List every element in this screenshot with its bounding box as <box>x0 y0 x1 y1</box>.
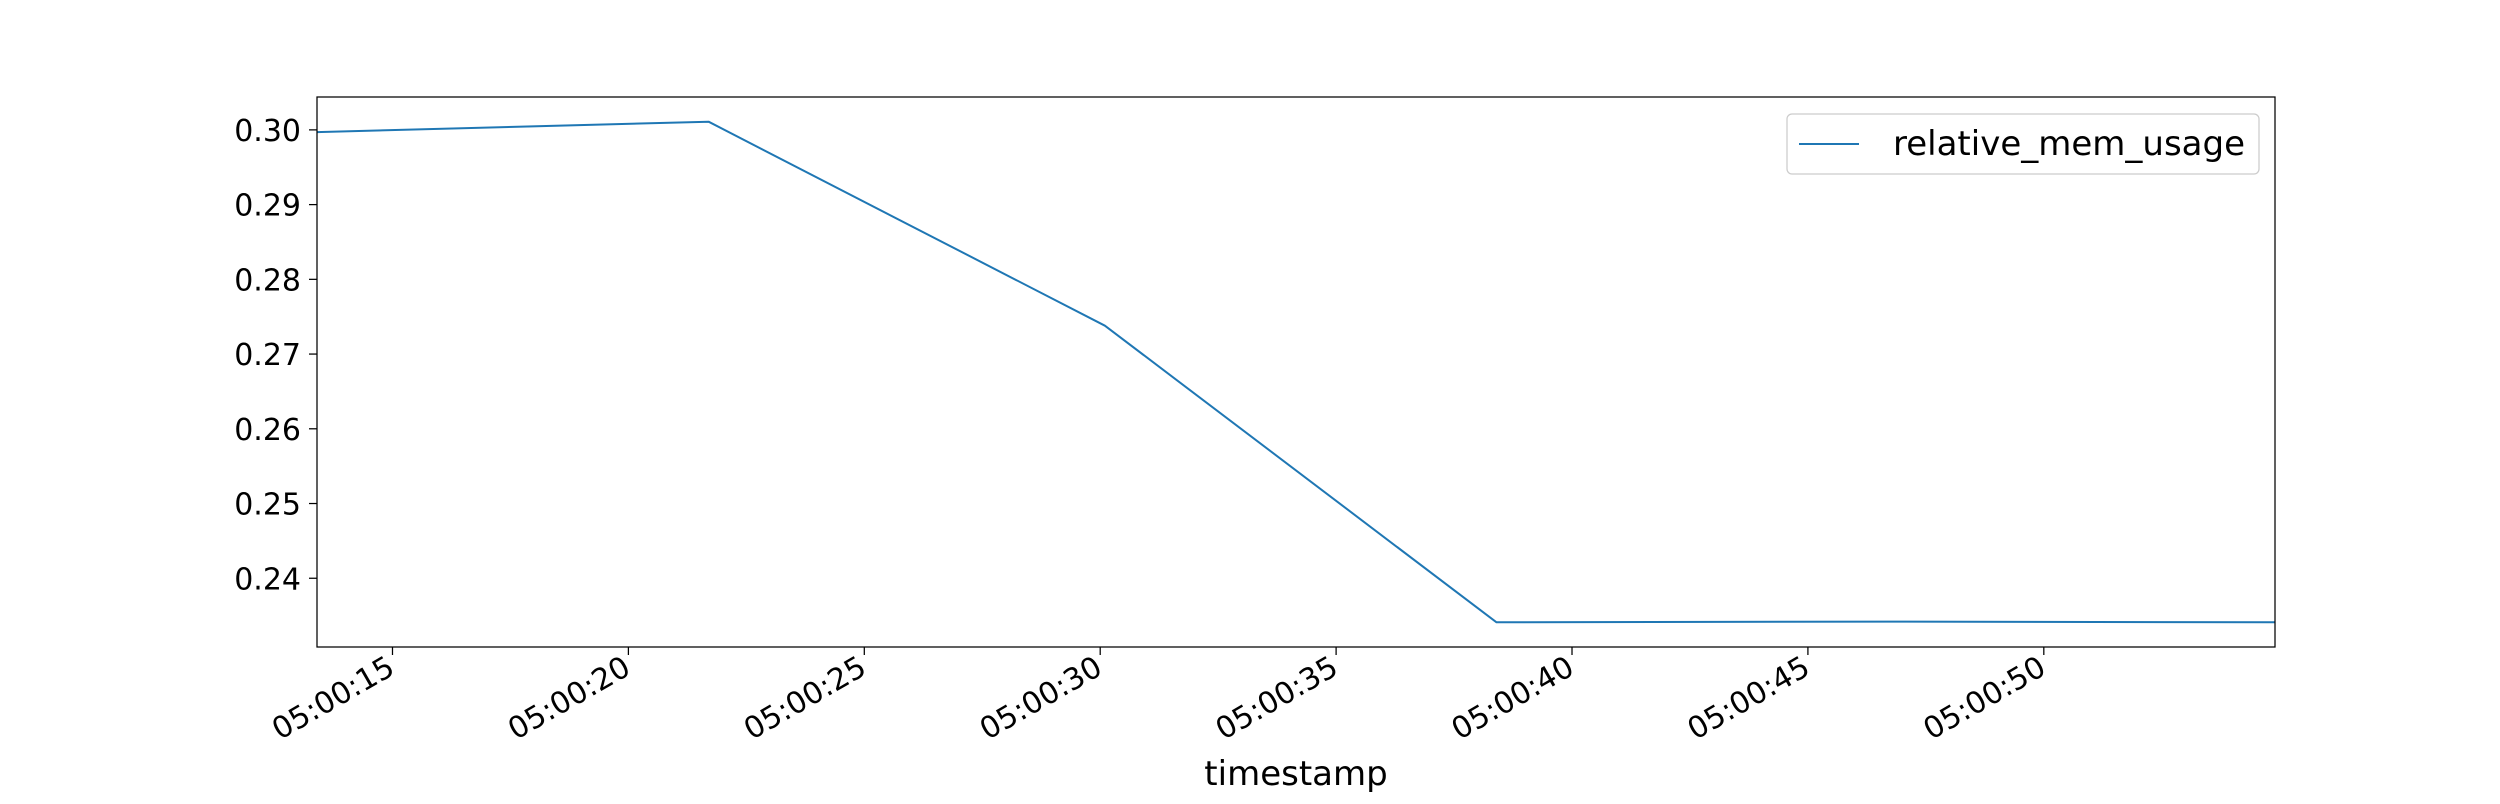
y-tick-label: 0.26 <box>234 413 301 448</box>
series-lines <box>316 120 2276 624</box>
y-tick-label: 0.24 <box>234 562 301 597</box>
legend-box <box>1786 113 2260 175</box>
y-tick-label: 0.28 <box>234 263 301 298</box>
legend: relative_mem_usage <box>1786 113 2260 175</box>
y-axis-ticks: 0.24 0.25 0.26 0.27 0.28 0.29 0.30 <box>234 114 317 597</box>
y-tick-label: 0.29 <box>234 189 301 224</box>
series-line-relative_mem_usage <box>316 120 2276 624</box>
y-tick-label: 0.27 <box>234 338 301 373</box>
x-axis-label: timestamp <box>1204 754 1387 794</box>
y-tick-label: 0.25 <box>234 488 301 523</box>
legend-label: relative_mem_usage <box>1893 124 2245 164</box>
y-tick-label: 0.30 <box>234 114 301 149</box>
plot-frame <box>316 96 2276 648</box>
